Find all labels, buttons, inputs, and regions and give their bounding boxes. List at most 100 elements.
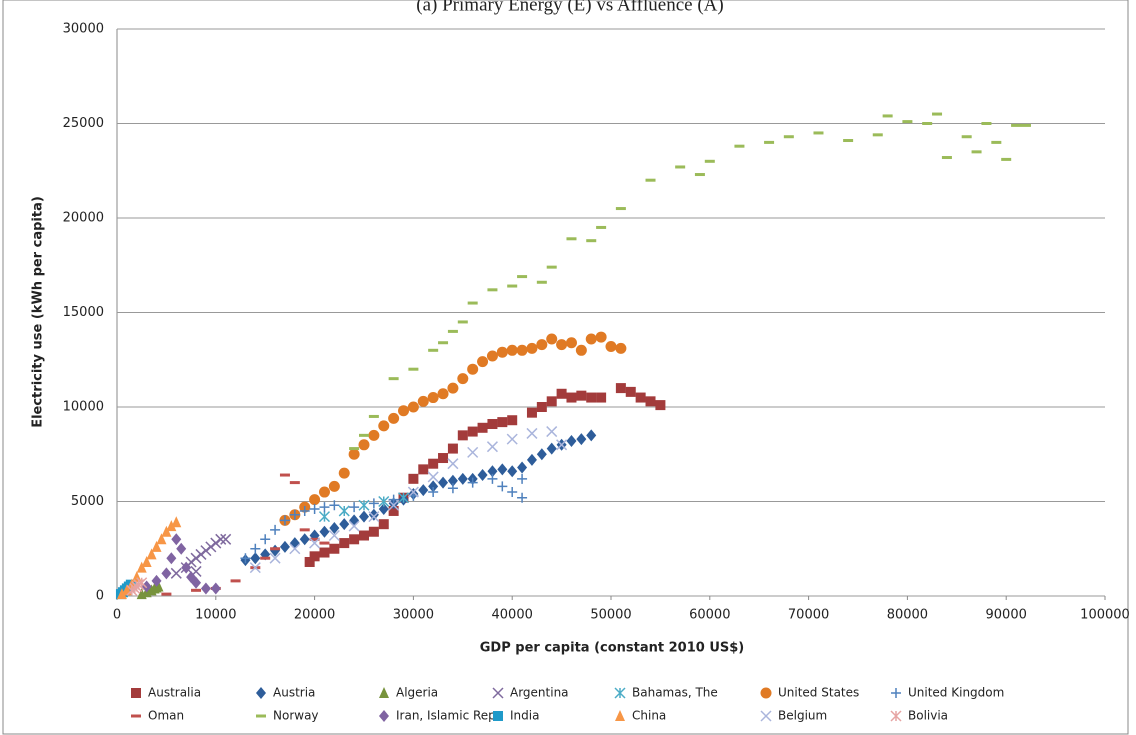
point [556, 439, 568, 451]
point [210, 582, 221, 595]
point [507, 487, 518, 498]
point [506, 433, 518, 445]
point [467, 363, 479, 375]
point [536, 339, 548, 351]
point [586, 429, 597, 442]
point [153, 580, 164, 592]
y-tick-label: 25000 [63, 116, 104, 131]
point [171, 516, 182, 528]
point [526, 407, 537, 418]
point [368, 498, 379, 509]
point [517, 275, 528, 279]
point [156, 533, 167, 545]
x-tick-label: 0 [113, 608, 121, 623]
point [615, 207, 626, 211]
point [378, 420, 390, 432]
point [195, 548, 207, 560]
point [309, 504, 320, 515]
point [171, 533, 182, 546]
y-tick-label: 15000 [63, 305, 104, 320]
point [586, 392, 597, 403]
point [319, 502, 330, 513]
point [694, 173, 705, 177]
point [328, 529, 340, 542]
legend-marker [131, 688, 141, 698]
legend-marker [760, 710, 772, 722]
point [220, 533, 232, 545]
y-tick-label: 5000 [71, 494, 104, 509]
legend-label: Iran, Islamic Rep. [396, 709, 500, 723]
point [260, 534, 271, 545]
y-tick-label: 30000 [63, 22, 104, 37]
x-tick-label: 50000 [590, 608, 631, 623]
point [566, 237, 577, 241]
legend-marker [379, 710, 389, 722]
point [546, 333, 558, 345]
point [586, 239, 597, 243]
point [516, 344, 528, 356]
point [408, 367, 419, 371]
point [141, 580, 152, 593]
point [575, 344, 587, 356]
point [279, 540, 290, 553]
point [645, 178, 656, 182]
point [566, 435, 577, 448]
point [635, 392, 646, 403]
legend-label: Norway [273, 709, 319, 723]
point [349, 447, 360, 451]
legend-label: Belgium [778, 709, 827, 723]
x-tick-label: 20000 [294, 608, 335, 623]
point [922, 122, 933, 125]
point [309, 494, 321, 506]
point [596, 225, 607, 229]
point [141, 555, 152, 567]
point [359, 510, 369, 523]
y-tick-label: 20000 [63, 211, 104, 226]
point [507, 415, 518, 426]
point [388, 377, 399, 381]
point [250, 543, 261, 554]
point [497, 481, 508, 492]
point [526, 427, 538, 439]
x-tick-label: 60000 [689, 608, 730, 623]
point [358, 439, 370, 451]
point [447, 382, 459, 394]
point [507, 465, 518, 478]
y-tick-label: 10000 [63, 400, 104, 415]
point [517, 461, 528, 474]
point [882, 114, 893, 118]
point [655, 400, 666, 411]
point [136, 561, 147, 573]
point [166, 552, 177, 565]
legend-label: Oman [148, 709, 184, 723]
point [200, 545, 212, 557]
point [585, 333, 597, 345]
point [477, 356, 489, 368]
legend-label: United Kingdom [908, 686, 1004, 700]
point [418, 484, 429, 497]
legend-marker [256, 714, 266, 718]
point [358, 499, 370, 511]
point [205, 541, 217, 553]
point [447, 474, 458, 487]
point [368, 511, 380, 523]
point [309, 551, 320, 562]
point [546, 265, 557, 269]
point [1020, 123, 1031, 127]
point [467, 477, 478, 488]
point [467, 301, 478, 305]
point [309, 537, 321, 549]
legend-marker [760, 687, 772, 699]
point [565, 337, 577, 349]
point [487, 419, 498, 430]
point [368, 508, 379, 521]
point [486, 441, 498, 453]
point [941, 156, 952, 160]
legend-label: United States [778, 686, 859, 700]
point [546, 396, 557, 407]
point [319, 525, 330, 538]
point [349, 514, 360, 527]
point [190, 552, 202, 564]
point [359, 530, 369, 541]
point [304, 556, 315, 567]
